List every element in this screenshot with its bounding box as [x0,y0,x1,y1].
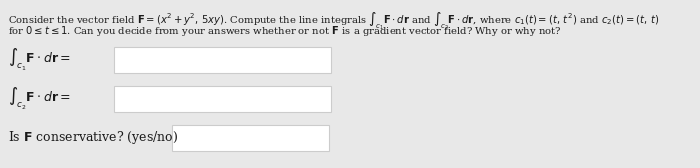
FancyBboxPatch shape [172,125,329,151]
Text: Consider the vector field $\mathbf{F} = (x^2 + y^2,\, 5xy)$. Compute the line in: Consider the vector field $\mathbf{F} = … [8,10,659,32]
Text: $\int_{c_1} \mathbf{F} \cdot d\mathbf{r} =$: $\int_{c_1} \mathbf{F} \cdot d\mathbf{r}… [8,47,71,73]
Text: for $0 \leq t \leq 1$. Can you decide from your answers whether or not $\mathbf{: for $0 \leq t \leq 1$. Can you decide fr… [8,24,561,38]
FancyBboxPatch shape [114,86,331,112]
Text: Is $\mathbf{F}$ conservative? (yes/no): Is $\mathbf{F}$ conservative? (yes/no) [8,130,178,146]
FancyBboxPatch shape [114,47,331,73]
Text: $\int_{c_2} \mathbf{F} \cdot d\mathbf{r} =$: $\int_{c_2} \mathbf{F} \cdot d\mathbf{r}… [8,86,71,112]
